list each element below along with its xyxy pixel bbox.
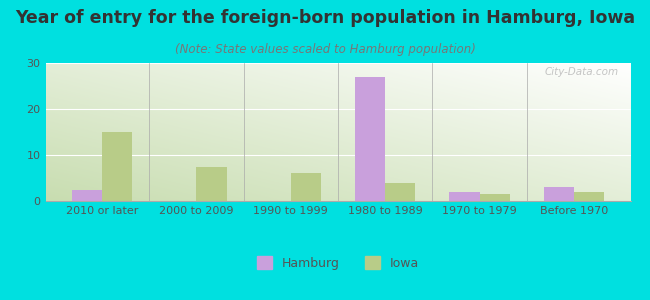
Bar	[543, 187, 574, 201]
Text: (Note: State values scaled to Hamburg population): (Note: State values scaled to Hamburg po…	[175, 44, 475, 56]
Legend: Hamburg, Iowa: Hamburg, Iowa	[252, 251, 424, 275]
Bar	[385, 183, 415, 201]
Bar	[480, 194, 510, 201]
Text: City-Data.com: City-Data.com	[545, 67, 619, 77]
Bar	[574, 192, 604, 201]
Bar	[102, 132, 133, 201]
Bar	[355, 77, 385, 201]
Bar	[72, 190, 102, 201]
Bar	[196, 167, 227, 201]
Bar	[291, 173, 321, 201]
Bar	[449, 192, 480, 201]
Text: Year of entry for the foreign-born population in Hamburg, Iowa: Year of entry for the foreign-born popul…	[15, 9, 635, 27]
